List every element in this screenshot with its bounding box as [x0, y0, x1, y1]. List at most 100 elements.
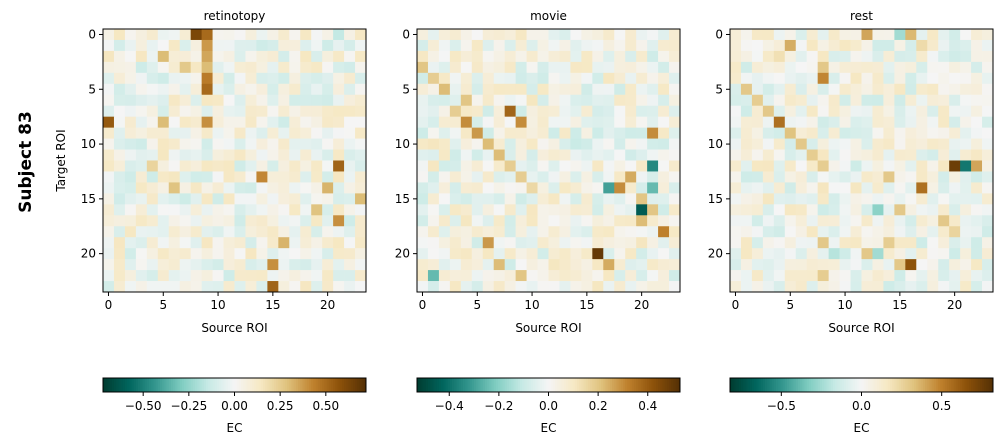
- heatmap-cell: [949, 204, 961, 216]
- heatmap-cell: [971, 171, 983, 183]
- heatmap-cell: [146, 94, 159, 107]
- colorbar-segment: [430, 378, 433, 392]
- heatmap-cell: [784, 160, 797, 172]
- heatmap-cell: [916, 281, 928, 293]
- heatmap-cell: [625, 259, 637, 271]
- heatmap-cell: [982, 193, 994, 205]
- heatmap-cell: [762, 72, 775, 85]
- panel-title: rest: [850, 9, 873, 23]
- heatmap-cell: [894, 72, 906, 85]
- heatmap-cell: [795, 270, 808, 282]
- heatmap-cell: [124, 237, 137, 249]
- heatmap-cell: [960, 204, 972, 216]
- heatmap-cell: [658, 94, 670, 107]
- heatmap-cell: [740, 182, 753, 194]
- colorbar-segment: [513, 378, 517, 392]
- colorbar-segment: [576, 378, 580, 392]
- colorbar-segment: [629, 378, 633, 392]
- heatmap-cell: [427, 138, 440, 150]
- x-tick-label: 5: [473, 298, 481, 312]
- colorbar-segment: [601, 378, 604, 392]
- heatmap-cell: [916, 270, 928, 282]
- heatmap-cell: [113, 39, 126, 52]
- heatmap-cell: [592, 83, 604, 96]
- heatmap-cell: [311, 281, 323, 293]
- colorbar-segment: [417, 378, 420, 392]
- heatmap-cell: [740, 50, 753, 63]
- colorbar-segment: [859, 378, 862, 392]
- heatmap-cell: [894, 270, 906, 282]
- heatmap-cell: [603, 171, 615, 183]
- heatmap-cell: [982, 149, 994, 161]
- heatmap-cell: [658, 149, 670, 161]
- heatmap-cell: [438, 193, 451, 205]
- heatmap-cell: [449, 39, 462, 52]
- heatmap-cell: [548, 50, 560, 63]
- heatmap-cell: [135, 281, 148, 293]
- heatmap-cell: [916, 215, 928, 227]
- heatmap-cell: [504, 72, 516, 85]
- heatmap-cell: [471, 281, 484, 293]
- colorbar-segment: [633, 378, 637, 392]
- heatmap-cell: [636, 171, 648, 183]
- heatmap-cell: [124, 83, 137, 96]
- heatmap-cell: [625, 149, 637, 161]
- heatmap-cell: [938, 248, 950, 260]
- heatmap-cell: [157, 138, 170, 150]
- heatmap-cell: [971, 215, 983, 227]
- heatmap-cell: [179, 248, 192, 260]
- heatmap-cell: [278, 61, 290, 74]
- heatmap-cell: [625, 61, 637, 74]
- heatmap-cell: [124, 138, 137, 150]
- heatmap-cell: [806, 160, 819, 172]
- heatmap-cell: [157, 94, 170, 107]
- heatmap-cell: [647, 226, 659, 238]
- colorbar-segment: [566, 378, 569, 392]
- heatmap-cell: [344, 39, 356, 52]
- heatmap-cell: [773, 171, 786, 183]
- heatmap-cell: [559, 248, 571, 260]
- heatmap-cell: [636, 127, 648, 139]
- heatmap-cell: [146, 182, 159, 194]
- heatmap-cell: [322, 270, 334, 282]
- colorbar-segment: [221, 378, 224, 392]
- heatmap-cell: [504, 248, 516, 260]
- heatmap-cell: [625, 171, 637, 183]
- heatmap-cell: [300, 116, 312, 128]
- heatmap-cell: [806, 215, 819, 227]
- heatmap-cell: [311, 160, 323, 172]
- heatmap-cell: [124, 226, 137, 238]
- heatmap-cell: [146, 193, 159, 205]
- heatmap-cell: [179, 237, 192, 249]
- heatmap-cell: [256, 270, 268, 282]
- heatmap-cell: [526, 50, 538, 63]
- heatmap-cell: [526, 160, 538, 172]
- heatmap-cell: [625, 237, 637, 249]
- heatmap-cell: [971, 138, 983, 150]
- heatmap-cell: [223, 39, 235, 52]
- heatmap-cell: [603, 215, 615, 227]
- heatmap-cell: [168, 94, 181, 107]
- heatmap-cell: [212, 116, 224, 128]
- colorbar-segment: [504, 378, 508, 392]
- heatmap-cell: [427, 215, 440, 227]
- heatmap-cell: [526, 105, 538, 118]
- heatmap-cell: [504, 29, 516, 41]
- heatmap-cell: [526, 83, 538, 96]
- heatmap-cell: [515, 83, 527, 96]
- heatmap-cell: [179, 83, 192, 96]
- heatmap-cell: [817, 72, 829, 85]
- heatmap-cell: [559, 182, 571, 194]
- colorbar-segment: [192, 378, 196, 392]
- heatmap-cell: [806, 182, 819, 194]
- heatmap-cell: [730, 171, 742, 183]
- y-tick-label: 15: [708, 192, 723, 206]
- heatmap-cell: [949, 105, 961, 118]
- heatmap-cell: [839, 270, 851, 282]
- heatmap-cell: [817, 50, 829, 63]
- colorbar: −0.5 0.0 0.5EC: [729, 377, 994, 435]
- heatmap-cell: [971, 61, 983, 74]
- colorbar-segment: [324, 378, 327, 392]
- heatmap-cell: [839, 281, 851, 293]
- heatmap-cell: [894, 215, 906, 227]
